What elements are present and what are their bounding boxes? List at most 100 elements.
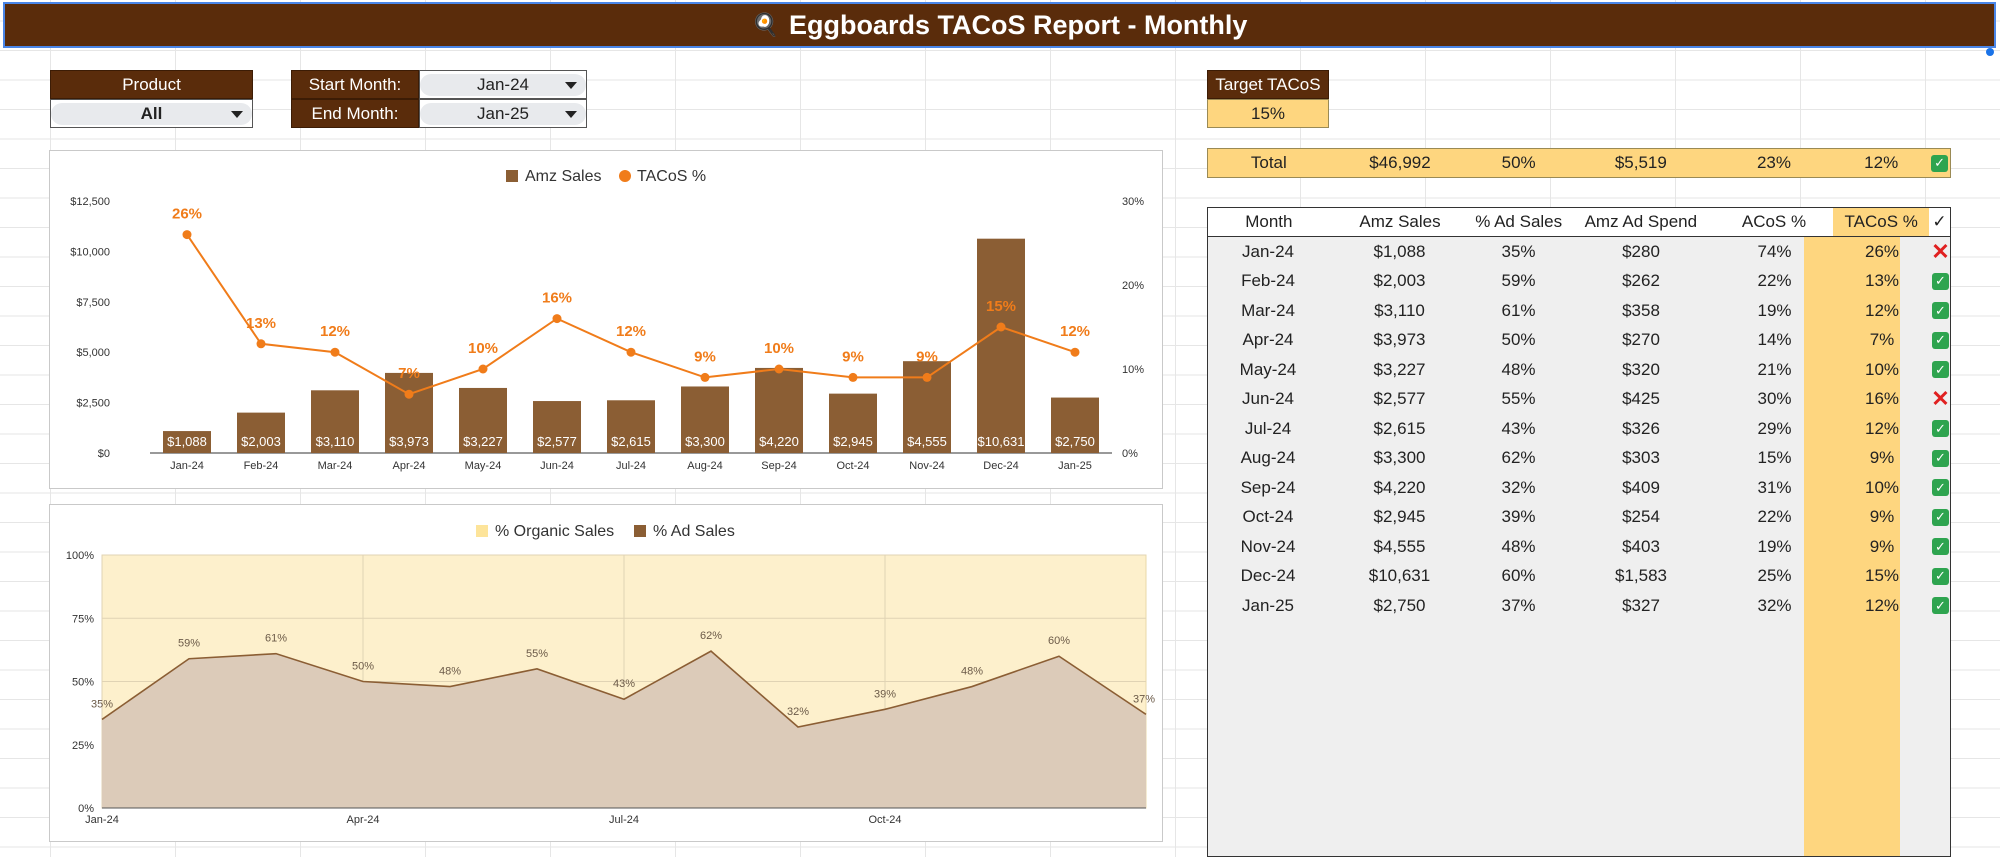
tacos-cell[interactable]: 9% (1869, 448, 1895, 468)
pct-ad-sales-cell[interactable]: 61% (1501, 300, 1536, 320)
month-cell[interactable]: Jan-24 (1242, 241, 1294, 261)
end-month-cell[interactable]: Jan-25 (419, 99, 587, 128)
pct-ad-sales-cell[interactable]: 48% (1501, 359, 1536, 379)
acos-cell[interactable]: 29% (1757, 418, 1792, 438)
status-cell[interactable]: ✓ (1930, 355, 1951, 385)
sales-tacos-chart[interactable]: Amz Sales TACoS % $0 $2,500 $5,000 $7,500 $10,… (49, 150, 1163, 489)
col-month[interactable]: Month (1245, 212, 1293, 231)
acos-cell[interactable]: 31% (1757, 477, 1792, 497)
tacos-cell[interactable]: 9% (1869, 507, 1895, 527)
pct-ad-sales-cell[interactable]: 55% (1501, 389, 1536, 409)
pct-ad-sales-cell[interactable]: 37% (1501, 595, 1536, 615)
month-cell[interactable]: Mar-24 (1241, 300, 1295, 320)
acos-cell[interactable]: 74% (1757, 241, 1792, 261)
month-cell[interactable]: Apr-24 (1242, 330, 1294, 350)
ad-spend-cell[interactable]: $262 (1622, 271, 1660, 291)
col-ad-spend[interactable]: Amz Ad Spend (1584, 212, 1698, 231)
pct-ad-sales-cell[interactable]: 60% (1501, 566, 1536, 586)
ad-spend-cell[interactable]: $327 (1622, 595, 1660, 615)
status-cell[interactable]: ✓ (1930, 473, 1951, 503)
status-cell[interactable]: ✓ (1930, 326, 1951, 356)
month-cell[interactable]: Feb-24 (1241, 271, 1295, 291)
tacos-cell[interactable]: 12% (1864, 595, 1900, 615)
month-cell[interactable]: Oct-24 (1242, 507, 1294, 527)
organic-ad-sales-chart[interactable]: % Organic Sales % Ad Sales 0% 25% 50% 75% 100%… (49, 504, 1163, 842)
month-cell[interactable]: Jul-24 (1244, 418, 1292, 438)
amz-sales-cell[interactable]: $2,615 (1373, 418, 1426, 438)
status-cell[interactable]: ✓ (1930, 562, 1951, 592)
acos-cell[interactable]: 25% (1757, 566, 1792, 586)
amz-sales-cell[interactable]: $4,220 (1373, 477, 1426, 497)
ad-spend-cell[interactable]: $320 (1622, 359, 1660, 379)
status-cell[interactable]: ✓ (1930, 296, 1951, 326)
month-cell[interactable]: Jan-25 (1242, 595, 1294, 615)
end-month-dropdown[interactable]: Jan-25 (420, 102, 586, 125)
amz-sales-cell[interactable]: $2,577 (1373, 389, 1426, 409)
acos-cell[interactable]: 30% (1757, 389, 1792, 409)
start-month-dropdown[interactable]: Jan-24 (420, 73, 586, 96)
tacos-cell[interactable]: 16% (1864, 389, 1900, 409)
pct-ad-sales-cell[interactable]: 50% (1501, 330, 1536, 350)
amz-sales-cell[interactable]: $3,300 (1373, 448, 1426, 468)
amz-sales-cell[interactable]: $3,227 (1373, 359, 1426, 379)
pct-ad-sales-cell[interactable]: 48% (1501, 536, 1536, 556)
tacos-cell[interactable]: 12% (1864, 418, 1900, 438)
chevron-down-icon[interactable] (565, 81, 577, 89)
acos-cell[interactable]: 21% (1757, 359, 1792, 379)
ad-spend-cell[interactable]: $409 (1622, 477, 1660, 497)
status-cell[interactable]: ✓ (1930, 444, 1951, 474)
chevron-down-icon[interactable] (231, 110, 243, 118)
acos-cell[interactable]: 19% (1757, 300, 1792, 320)
month-cell[interactable]: Aug-24 (1240, 448, 1296, 468)
status-cell[interactable]: ✓ (1930, 591, 1951, 621)
selection-handle[interactable] (1986, 48, 1994, 56)
tacos-cell[interactable]: 10% (1864, 359, 1900, 379)
month-cell[interactable]: Nov-24 (1240, 536, 1296, 556)
col-amz-sales[interactable]: Amz Sales (1359, 212, 1441, 231)
ad-spend-cell[interactable]: $280 (1622, 241, 1660, 261)
amz-sales-cell[interactable]: $2,945 (1373, 507, 1426, 527)
tacos-cell[interactable]: 26% (1864, 241, 1900, 261)
start-month-cell[interactable]: Jan-24 (419, 70, 587, 99)
tacos-cell[interactable]: 7% (1869, 330, 1895, 350)
status-cell[interactable]: ✕ (1930, 237, 1951, 267)
acos-cell[interactable]: 22% (1757, 507, 1792, 527)
acos-cell[interactable]: 19% (1757, 536, 1792, 556)
ad-spend-cell[interactable]: $326 (1622, 418, 1660, 438)
ad-spend-cell[interactable]: $303 (1622, 448, 1660, 468)
status-cell[interactable]: ✓ (1930, 532, 1951, 562)
product-dropdown-cell[interactable]: All (50, 99, 253, 128)
month-cell[interactable]: Jun-24 (1242, 389, 1294, 409)
pct-ad-sales-cell[interactable]: 35% (1501, 241, 1536, 261)
pct-ad-sales-cell[interactable]: 43% (1501, 418, 1536, 438)
ad-spend-cell[interactable]: $425 (1622, 389, 1660, 409)
status-cell[interactable]: ✓ (1930, 267, 1951, 297)
amz-sales-cell[interactable]: $2,750 (1373, 595, 1426, 615)
acos-cell[interactable]: 32% (1757, 595, 1792, 615)
month-cell[interactable]: Sep-24 (1240, 477, 1296, 497)
acos-cell[interactable]: 22% (1757, 271, 1792, 291)
tacos-cell[interactable]: 10% (1864, 477, 1900, 497)
tacos-cell[interactable]: 9% (1869, 536, 1895, 556)
col-check[interactable]: ✓ (1932, 212, 1947, 231)
pct-ad-sales-cell[interactable]: 59% (1501, 271, 1536, 291)
product-dropdown[interactable]: All (51, 102, 252, 125)
tacos-cell[interactable]: 15% (1864, 566, 1900, 586)
amz-sales-cell[interactable]: $10,631 (1368, 566, 1431, 586)
ad-spend-cell[interactable]: $254 (1622, 507, 1660, 527)
amz-sales-cell[interactable]: $3,973 (1373, 330, 1426, 350)
col-tacos[interactable]: TACoS % (1833, 208, 1930, 236)
pct-ad-sales-cell[interactable]: 62% (1501, 448, 1536, 468)
col-acos[interactable]: ACoS % (1741, 212, 1807, 231)
pct-ad-sales-cell[interactable]: 32% (1501, 477, 1536, 497)
acos-cell[interactable]: 14% (1757, 330, 1792, 350)
month-cell[interactable]: May-24 (1239, 359, 1297, 379)
ad-spend-cell[interactable]: $403 (1622, 536, 1660, 556)
tacos-cell[interactable]: 12% (1864, 300, 1900, 320)
ad-spend-cell[interactable]: $358 (1622, 300, 1660, 320)
amz-sales-cell[interactable]: $2,003 (1373, 271, 1426, 291)
target-tacos-value[interactable]: 15% (1207, 99, 1329, 128)
chevron-down-icon[interactable] (565, 110, 577, 118)
pct-ad-sales-cell[interactable]: 39% (1501, 507, 1536, 527)
status-cell[interactable]: ✕ (1930, 385, 1951, 415)
